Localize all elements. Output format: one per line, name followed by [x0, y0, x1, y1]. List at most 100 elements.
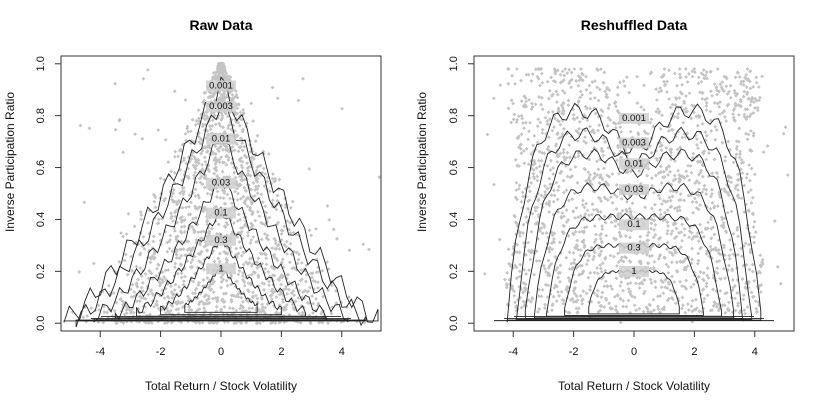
scatter-point	[242, 283, 247, 288]
scatter-point	[265, 179, 270, 184]
scatter-point	[540, 107, 545, 112]
scatter-point	[250, 155, 254, 160]
scatter-point	[246, 281, 251, 286]
scatter-point	[491, 96, 496, 101]
scatter-point	[249, 256, 254, 261]
scatter-point	[614, 104, 618, 109]
scatter-point	[182, 158, 186, 163]
scatter-point	[600, 224, 605, 228]
scatter-point	[690, 103, 695, 108]
scatter-point	[700, 96, 705, 101]
scatter-point	[722, 74, 727, 79]
scatter-point	[613, 224, 618, 229]
scatter-point	[289, 252, 294, 257]
scatter-point	[256, 273, 261, 278]
scatter-point	[619, 255, 624, 260]
scatter-point	[307, 228, 312, 233]
scatter-point	[218, 195, 223, 200]
scatter-point	[736, 193, 740, 197]
scatter-point	[263, 172, 268, 176]
scatter-point	[242, 185, 247, 190]
scatter-point	[573, 216, 577, 220]
scatter-point	[574, 243, 579, 247]
scatter-point	[591, 217, 595, 222]
scatter-point	[664, 167, 669, 172]
scatter-point	[698, 269, 703, 274]
scatter-point	[188, 265, 193, 269]
scatter-point	[752, 100, 756, 105]
scatter-point	[562, 204, 566, 209]
scatter-point	[674, 190, 679, 194]
scatter-point	[222, 94, 226, 99]
scatter-point	[240, 173, 245, 177]
scatter-point	[232, 165, 236, 170]
scatter-point	[194, 180, 199, 185]
scatter-point	[592, 270, 597, 275]
scatter-point	[146, 276, 151, 281]
scatter-point	[210, 281, 215, 286]
scatter-point	[632, 303, 637, 308]
scatter-point	[625, 199, 629, 204]
scatter-point	[669, 251, 674, 256]
scatter-point	[287, 287, 291, 292]
scatter-point	[602, 195, 607, 200]
scatter-point	[684, 216, 689, 221]
scatter-point	[556, 136, 561, 141]
scatter-point	[742, 183, 747, 188]
scatter-point	[185, 126, 190, 131]
scatter-point	[222, 191, 227, 195]
scatter-point	[217, 90, 222, 95]
scatter-point	[546, 258, 551, 263]
scatter-point	[198, 136, 203, 141]
scatter-point	[505, 271, 510, 275]
scatter-point	[513, 82, 517, 86]
scatter-point	[284, 286, 288, 291]
scatter-point	[653, 285, 658, 290]
scatter-point	[758, 253, 763, 258]
scatter-point	[248, 205, 253, 210]
scatter-point	[715, 175, 720, 180]
scatter-point	[150, 246, 155, 250]
scatter-point	[586, 258, 590, 263]
scatter-point	[533, 102, 538, 107]
scatter-point	[520, 190, 525, 195]
scatter-point	[656, 193, 661, 198]
scatter-point	[108, 291, 113, 296]
scatter-point	[246, 288, 250, 292]
scatter-point	[304, 279, 308, 284]
scatter-point	[251, 119, 256, 124]
scatter-point	[202, 91, 207, 95]
scatter-point	[118, 319, 123, 324]
scatter-point	[642, 83, 646, 88]
scatter-point	[229, 297, 234, 302]
scatter-point	[715, 271, 720, 276]
scatter-point	[308, 271, 313, 276]
scatter-point	[592, 79, 597, 84]
scatter-point	[665, 199, 670, 204]
scatter-point	[239, 163, 244, 168]
scatter-point	[522, 161, 527, 166]
scatter-point	[300, 277, 304, 282]
scatter-point	[222, 305, 227, 309]
scatter-point	[666, 270, 671, 275]
scatter-point	[575, 180, 580, 185]
scatter-point	[666, 296, 671, 301]
scatter-point	[268, 313, 273, 318]
scatter-point	[201, 206, 206, 211]
scatter-point	[549, 158, 553, 163]
scatter-point	[675, 116, 680, 120]
scatter-point	[571, 232, 576, 237]
scatter-point	[723, 310, 728, 315]
scatter-point	[275, 193, 280, 198]
scatter-point	[521, 231, 525, 235]
scatter-point	[212, 259, 217, 264]
scatter-point	[219, 285, 223, 290]
scatter-point	[205, 276, 210, 280]
scatter-point	[210, 124, 215, 128]
scatter-point	[241, 108, 246, 112]
scatter-point	[273, 321, 278, 325]
scatter-point	[572, 67, 577, 71]
scatter-point	[755, 108, 760, 113]
scatter-point	[712, 157, 717, 162]
scatter-point	[677, 67, 682, 71]
